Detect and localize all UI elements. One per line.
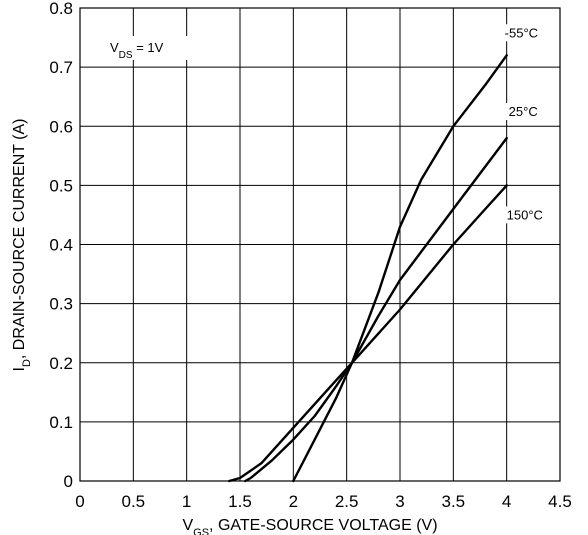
x-tick-label: 4.5	[548, 492, 572, 511]
x-axis-symbol: V	[182, 517, 193, 534]
y-tick-label: 0.3	[49, 295, 73, 314]
x-axis-text: , GATE-SOURCE VOLTAGE (V)	[209, 517, 437, 534]
x-tick-label: 0.5	[122, 492, 146, 511]
y-tick-label: 0.6	[49, 117, 73, 136]
series-label-background	[504, 103, 551, 121]
vds-value: = 1V	[133, 40, 164, 55]
y-tick-label: 0	[64, 472, 73, 491]
series-label-background	[500, 24, 547, 42]
vds-subscript: DS	[119, 50, 133, 61]
x-tick-label: 2	[289, 492, 298, 511]
x-tick-label: 3	[395, 492, 404, 511]
x-tick-label: 2.5	[335, 492, 359, 511]
series-line	[244, 136, 508, 483]
y-tick-label: 0.8	[49, 0, 73, 18]
series-line	[292, 54, 508, 483]
series-line	[228, 184, 508, 483]
series-label: 150°C	[507, 207, 543, 222]
y-tick-label: 0.7	[49, 58, 73, 77]
series-labels: -55°C 25°C 150°C	[500, 24, 551, 224]
series-label: 25°C	[509, 104, 538, 119]
y-tick-label: 0.1	[49, 413, 73, 432]
y-axis-title: ID, DRAIN-SOURCE CURRENT (A)	[11, 118, 33, 371]
vds-annotation: VDS = 1V	[110, 40, 164, 61]
series-lines	[79, 7, 561, 483]
y-axis-subscript: D	[21, 359, 33, 367]
x-tick-label: 1	[182, 492, 191, 511]
x-tick-label: 0	[75, 492, 84, 511]
y-axis-text: , DRAIN-SOURCE CURRENT (A)	[11, 118, 28, 359]
x-axis-title: VGS, GATE-SOURCE VOLTAGE (V)	[182, 517, 437, 535]
vds-annotation-background	[100, 36, 188, 60]
y-tick-label: 0.4	[49, 236, 73, 255]
y-axis-symbol: I	[11, 367, 28, 371]
x-axis-subscript: GS	[193, 527, 209, 535]
tick-labels: 0 0.5 1 1.5 2 2.5 3 3.5 4 4.5 0 0.1 0.2 0.3 0.4 0.5 0.6 0…	[49, 0, 571, 511]
series-label-background	[502, 206, 549, 224]
plot-border	[79, 7, 561, 482]
series-label: -55°C	[505, 25, 538, 40]
x-tick-label: 4	[502, 492, 511, 511]
x-tick-label: 3.5	[442, 492, 466, 511]
y-tick-label: 0.5	[49, 176, 73, 195]
vds-symbol: V	[110, 40, 119, 55]
x-tick-label: 1.5	[228, 492, 252, 511]
y-tick-label: 0.2	[49, 354, 73, 373]
